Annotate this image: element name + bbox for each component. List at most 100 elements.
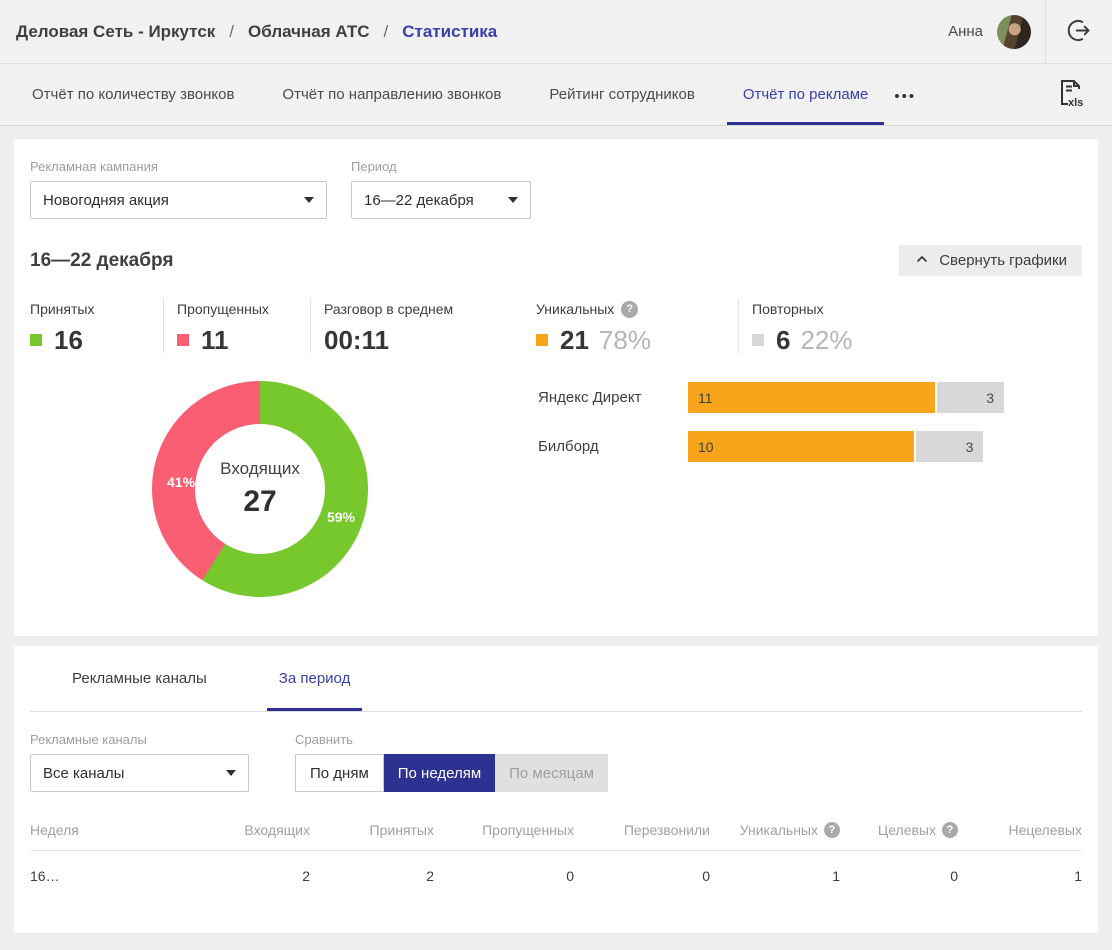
period-sub-tabs: Рекламные каналы За период [30,646,1082,712]
bar-row: Яндекс Директ 11 3 [538,382,1082,413]
export-xls-button[interactable]: xls [1056,64,1084,125]
legend-square-gray [752,334,764,346]
bars-zone: Яндекс Директ 11 3 Билборд 10 3 [490,381,1082,597]
cell-called-back: 0 [702,868,710,884]
donut-slice-label-accepted: 59% [326,509,355,525]
breadcrumb-separator: / [383,21,389,41]
collapse-charts-button[interactable]: Свернуть графики [899,245,1082,276]
charts-row: 41% 59% Входящих 27 Яндекс Директ 11 3 [30,381,1082,597]
donut-center-label: Входящих [220,459,300,478]
cell-unique: 1 [832,868,840,884]
column-missed: Пропущенных [482,822,574,838]
stat-missed: Пропущенных 11 [163,298,310,353]
legend-square-green [30,334,42,346]
summary-filters: Рекламная кампания Новогодняя акция Пери… [30,159,1082,219]
header-divider [1045,0,1046,63]
column-called-back: Перезвонили [623,822,710,838]
help-icon[interactable] [621,300,639,318]
column-accepted: Принятых [369,822,434,838]
stat-value: 11 [201,325,229,355]
breadcrumb-current-statistics[interactable]: Статистика [402,21,498,41]
bar-segment: 3 [915,431,984,462]
channels-select[interactable]: Все каналы [30,754,249,792]
bar-track: 10 3 [688,431,1004,462]
help-icon[interactable] [942,822,958,838]
stat-value: 16 [54,325,83,355]
breadcrumb-product[interactable]: Облачная АТС [248,21,370,41]
donut-slice-label-missed: 41% [167,474,196,490]
channels-filter: Рекламные каналы Все каналы [30,732,249,792]
stat-avg-talk: Разговор в среднем 00:11 [310,298,522,353]
user-avatar[interactable] [997,14,1031,49]
column-unique: Уникальных [710,810,840,850]
tab-employees-rating[interactable]: Рейтинг сотрудников [533,64,710,125]
cell-accepted: 2 [426,868,434,884]
breadcrumb-company[interactable]: Деловая Сеть - Иркутск [16,21,216,41]
chevron-down-icon [304,197,314,203]
report-tabs: Отчёт по количеству звонков Отчёт по нап… [0,64,1112,126]
cell-week: 16… [30,868,60,884]
donut-ring: 41% 59% Входящих 27 [152,381,368,597]
breadcrumb-separator: / [229,21,235,41]
more-tabs-button[interactable]: ••• [884,64,926,125]
stat-label: Уникальных [536,301,615,317]
bar-row: Билборд 10 3 [538,431,1082,462]
stat-label: Пропущенных [177,301,269,317]
chevron-down-icon [226,770,236,776]
bar-value: 3 [965,438,974,455]
tab-calls-direction-report[interactable]: Отчёт по направлению звонков [266,64,517,125]
bar-category-label: Яндекс Директ [538,389,642,406]
stat-repeat: Повторных 6 22% [738,298,1082,353]
period-title: 16—22 декабря [30,249,174,271]
bar-segment: 10 [688,431,914,462]
breadcrumb: Деловая Сеть - Иркутск / Облачная АТС / … [0,22,497,42]
campaign-select[interactable]: Новогодняя акция [30,181,327,219]
period-select[interactable]: 16—22 декабря [351,181,531,219]
bar-value: 10 [698,438,714,455]
stat-accepted: Принятых 16 [30,298,163,353]
campaign-filter: Рекламная кампания Новогодняя акция [30,159,327,219]
top-right: Анна [948,0,1112,63]
stat-label: Разговор в среднем [324,301,454,317]
table-row: 16… 2 2 0 0 1 0 1 [30,851,1082,901]
period-filter: Период 16—22 декабря [351,159,531,219]
xls-export-icon: xls [1056,77,1084,112]
summary-panel: Рекламная кампания Новогодняя акция Пери… [14,139,1098,636]
tabs-spacer [926,64,1056,125]
svg-text:xls: xls [1068,97,1083,109]
bar-segment: 3 [936,382,1004,413]
sub-tab-by-period[interactable]: За период [266,646,363,711]
bar-track: 11 3 [688,382,1004,413]
stat-label: Принятых [30,301,95,317]
bar-value: 3 [986,389,994,406]
legend-square-pink [177,334,189,346]
column-incoming: Входящих [244,822,310,838]
bar-value: 11 [698,389,713,406]
campaign-select-value: Новогодняя акция [43,191,169,209]
logout-button[interactable] [1046,0,1112,63]
period-filter-label: Период [351,159,397,174]
bar-category-label: Билборд [538,438,599,455]
cell-incoming: 2 [302,868,310,884]
cell-missed: 0 [566,868,574,884]
compare-by-months-button[interactable]: По месяцам [495,754,608,792]
sub-tab-ad-channels[interactable]: Рекламные каналы [60,646,219,711]
compare-segmented-control: По дням По неделям По месяцам [295,754,608,792]
compare-filter-label: Сравнить [295,732,353,747]
donut-center: Входящих 27 [195,424,325,554]
tab-calls-count-report[interactable]: Отчёт по количеству звонков [16,64,250,125]
help-icon[interactable] [824,822,840,838]
stats-row: Принятых 16 Пропущенных 11 Разговор в ср… [30,298,1082,353]
tab-ads-report[interactable]: Отчёт по рекламе [726,64,885,125]
period-select-value: 16—22 декабря [364,191,474,209]
compare-by-weeks-button[interactable]: По неделям [383,754,496,792]
section-header-row: 16—22 декабря Свернуть графики [30,245,1082,276]
period-panel: Рекламные каналы За период Рекламные кан… [14,646,1098,933]
column-week: Неделя [30,822,79,838]
stat-value: 6 [776,325,791,355]
legend-square-orange [536,334,548,346]
compare-by-days-button[interactable]: По дням [295,754,384,792]
stat-label: Повторных [752,301,824,317]
user-name: Анна [948,23,983,40]
chevron-up-icon [914,251,930,271]
